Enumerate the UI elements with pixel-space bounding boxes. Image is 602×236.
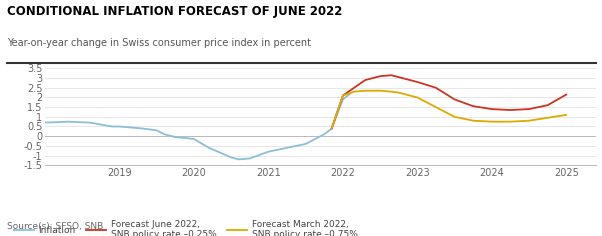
Text: CONDITIONAL INFLATION FORECAST OF JUNE 2022: CONDITIONAL INFLATION FORECAST OF JUNE 2… xyxy=(7,5,343,18)
Legend: Inflation, Forecast June 2022,
SNB policy rate –0.25%, Forecast March 2022,
SNB : Inflation, Forecast June 2022, SNB polic… xyxy=(14,220,358,236)
Text: Year-on-year change in Swiss consumer price index in percent: Year-on-year change in Swiss consumer pr… xyxy=(7,38,311,48)
Text: Source(s): SFSO, SNB: Source(s): SFSO, SNB xyxy=(7,222,104,231)
